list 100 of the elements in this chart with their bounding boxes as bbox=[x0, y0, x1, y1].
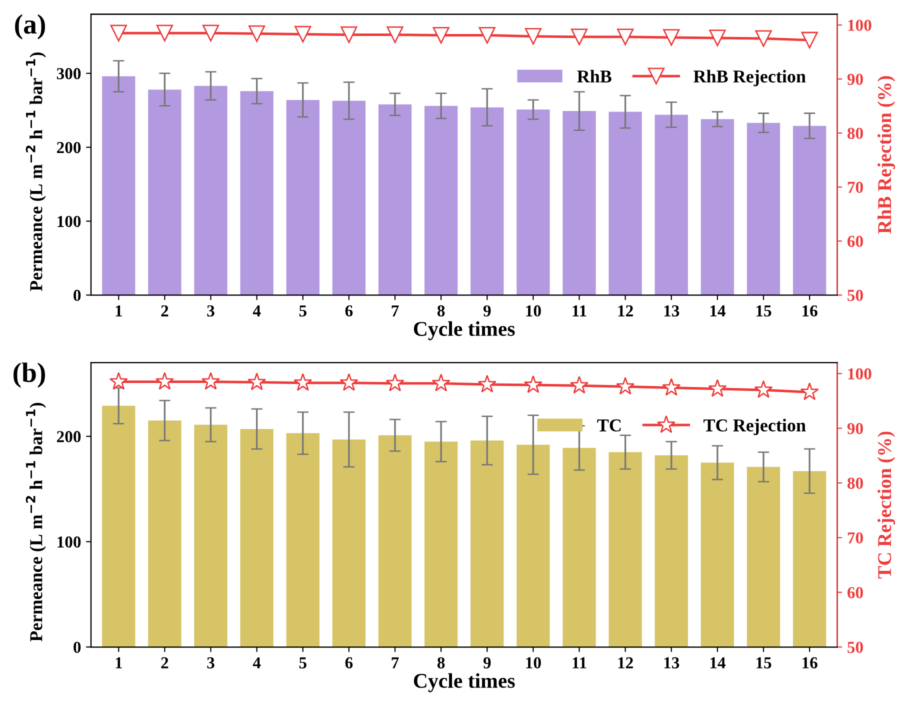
x-axis-title: Cycle times bbox=[414, 673, 515, 692]
y-tick-label: 0 bbox=[74, 290, 81, 302]
y-axis-title: Permeance (L m$^{−2}$ h$^{−1}$ bar$^{−1}$) bbox=[26, 402, 46, 642]
point bbox=[432, 26, 450, 44]
point bbox=[110, 24, 127, 42]
y2-tick-label: 70 bbox=[848, 532, 863, 544]
y2-tick-label: 60 bbox=[847, 587, 863, 598]
x-tick-label: 4 bbox=[252, 657, 261, 668]
bar bbox=[424, 106, 458, 296]
y-tick-label: 100 bbox=[58, 216, 81, 228]
bar bbox=[654, 114, 688, 296]
x-tick-label: 6 bbox=[345, 657, 353, 668]
bar bbox=[332, 440, 366, 648]
y2-tick-label: 100 bbox=[848, 20, 872, 31]
x-tick-label: 9 bbox=[483, 305, 491, 317]
point bbox=[340, 26, 358, 44]
point bbox=[616, 28, 634, 46]
x-tick-label: 15 bbox=[756, 657, 772, 668]
x-tick-label: 2 bbox=[161, 657, 168, 668]
point bbox=[156, 24, 174, 42]
y-tick-label: 100 bbox=[58, 536, 81, 548]
x-tick-label: 10 bbox=[526, 657, 541, 668]
point bbox=[202, 24, 220, 42]
legend-label: TC bbox=[597, 419, 621, 432]
bar bbox=[378, 435, 412, 648]
point bbox=[709, 30, 726, 46]
bar bbox=[424, 442, 458, 648]
bar bbox=[608, 452, 642, 648]
bar bbox=[608, 112, 642, 296]
x-tick-label: 12 bbox=[618, 305, 633, 316]
y2-tick-label: 100 bbox=[848, 368, 872, 380]
y-tick-label: 0 bbox=[74, 642, 81, 653]
bar bbox=[240, 428, 274, 648]
x-tick-label: 3 bbox=[207, 305, 214, 317]
x-tick-label: 7 bbox=[392, 305, 399, 316]
x-tick-label: 5 bbox=[299, 657, 306, 668]
legend-label: RhB Rejection bbox=[694, 70, 806, 86]
x-tick-label: 15 bbox=[756, 305, 772, 317]
point bbox=[801, 32, 818, 48]
x-tick-label: 1 bbox=[116, 305, 122, 316]
x-tick-label: 7 bbox=[392, 657, 399, 668]
y2-tick-label: 60 bbox=[847, 236, 863, 248]
x-tick-label: 10 bbox=[526, 305, 541, 317]
point bbox=[478, 26, 496, 44]
bar bbox=[470, 107, 504, 296]
bar bbox=[470, 440, 504, 648]
x-tick-label: 4 bbox=[252, 305, 261, 316]
x-tick-label: 16 bbox=[802, 305, 818, 317]
bar bbox=[194, 424, 228, 648]
x-tick-label: 2 bbox=[161, 305, 168, 316]
x-tick-label: 1 bbox=[116, 657, 122, 668]
x-tick-label: 11 bbox=[572, 305, 586, 316]
y2-tick-label: 80 bbox=[847, 128, 863, 139]
bar bbox=[240, 91, 274, 296]
x-tick-label: 9 bbox=[483, 657, 491, 668]
x-tick-label: 12 bbox=[618, 657, 633, 668]
y2-tick-label: 90 bbox=[847, 422, 863, 434]
y2-tick-label: 80 bbox=[847, 478, 863, 489]
legend-label: TC Rejection bbox=[704, 418, 806, 436]
x-tick-label: 13 bbox=[664, 305, 680, 317]
bar bbox=[286, 100, 320, 296]
bar bbox=[286, 433, 320, 648]
y-tick-label: 200 bbox=[56, 142, 81, 154]
bar bbox=[516, 444, 550, 648]
bar bbox=[746, 466, 780, 648]
bar bbox=[102, 406, 136, 648]
x-tick-label: 6 bbox=[345, 305, 353, 317]
point bbox=[570, 28, 588, 46]
y2-tick-label: 70 bbox=[848, 182, 863, 193]
x-tick-label: 14 bbox=[710, 305, 726, 316]
y-axis-title: Permeance (L m$^{−2}$ h$^{−1}$ bar$^{−1}$) bbox=[26, 52, 46, 292]
bar bbox=[654, 455, 688, 648]
bar bbox=[700, 119, 734, 296]
y2-axis-title: RhB Rejection (%) bbox=[877, 76, 896, 234]
y2-tick-label: 90 bbox=[847, 74, 863, 85]
bar bbox=[562, 111, 596, 296]
x-tick-label: 8 bbox=[437, 305, 445, 317]
point bbox=[386, 26, 404, 44]
x-tick-label: 11 bbox=[572, 657, 586, 668]
x-tick-label: 14 bbox=[710, 657, 726, 668]
bar bbox=[700, 462, 734, 648]
bar bbox=[792, 471, 826, 648]
bar bbox=[148, 90, 182, 296]
x-tick-label: 13 bbox=[664, 657, 680, 668]
x-tick-label: 3 bbox=[207, 657, 214, 668]
bar bbox=[792, 126, 826, 296]
y-tick-label: 200 bbox=[56, 431, 81, 442]
y2-axis-title: TC Rejection (%) bbox=[877, 432, 896, 578]
point bbox=[248, 25, 266, 42]
bar bbox=[194, 86, 228, 296]
bar bbox=[746, 122, 780, 296]
y2-tick-label: 50 bbox=[848, 290, 863, 302]
chart-title: (b) bbox=[14, 362, 46, 388]
chart-title: (a) bbox=[15, 14, 46, 40]
point bbox=[294, 26, 312, 43]
bar bbox=[378, 104, 412, 296]
point bbox=[524, 28, 542, 45]
y2-tick-label: 50 bbox=[848, 642, 863, 653]
y-tick-label: 300 bbox=[56, 68, 81, 80]
x-tick-label: 8 bbox=[437, 657, 445, 668]
